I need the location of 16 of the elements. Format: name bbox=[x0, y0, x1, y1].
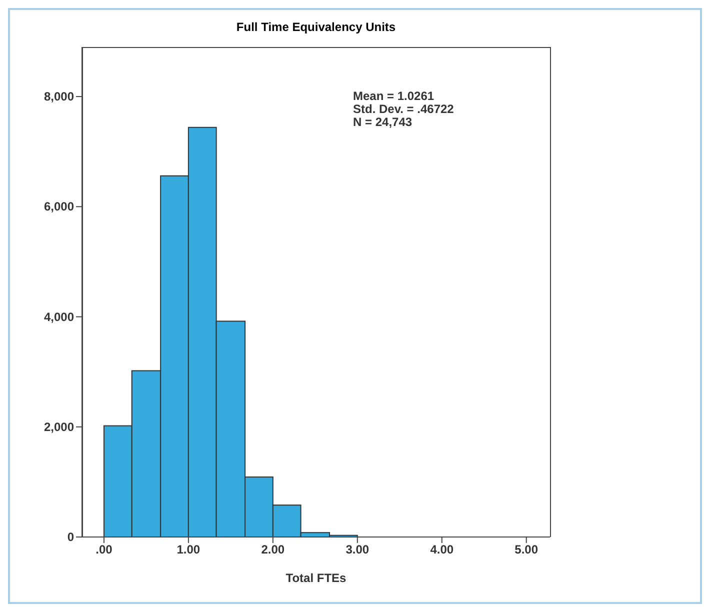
x-tick-label: 2.00 bbox=[261, 542, 285, 557]
x-axis-title: Total FTEs bbox=[286, 571, 347, 585]
annotation: N = 24,743 bbox=[353, 115, 414, 129]
x-tick-label: .00 bbox=[96, 542, 113, 557]
x-tick-label: 4.00 bbox=[430, 542, 454, 557]
x-tick-label: 1.00 bbox=[176, 542, 200, 557]
y-tick-label: 0 bbox=[67, 530, 74, 544]
annotation: Mean = 1.0261 bbox=[353, 89, 436, 103]
y-tick-label: 2,000 bbox=[44, 420, 74, 434]
annotation: Std. Dev. = .46722 bbox=[353, 102, 454, 116]
y-tick-label: 4,000 bbox=[44, 310, 74, 324]
y-tick-label: 6,000 bbox=[44, 200, 74, 214]
x-tick-label: 3.00 bbox=[346, 542, 370, 557]
x-tick-label: 5.00 bbox=[514, 542, 538, 557]
y-tick-label: 8,000 bbox=[44, 90, 74, 104]
chart-title: Full Time Equivalency Units bbox=[235, 20, 397, 34]
